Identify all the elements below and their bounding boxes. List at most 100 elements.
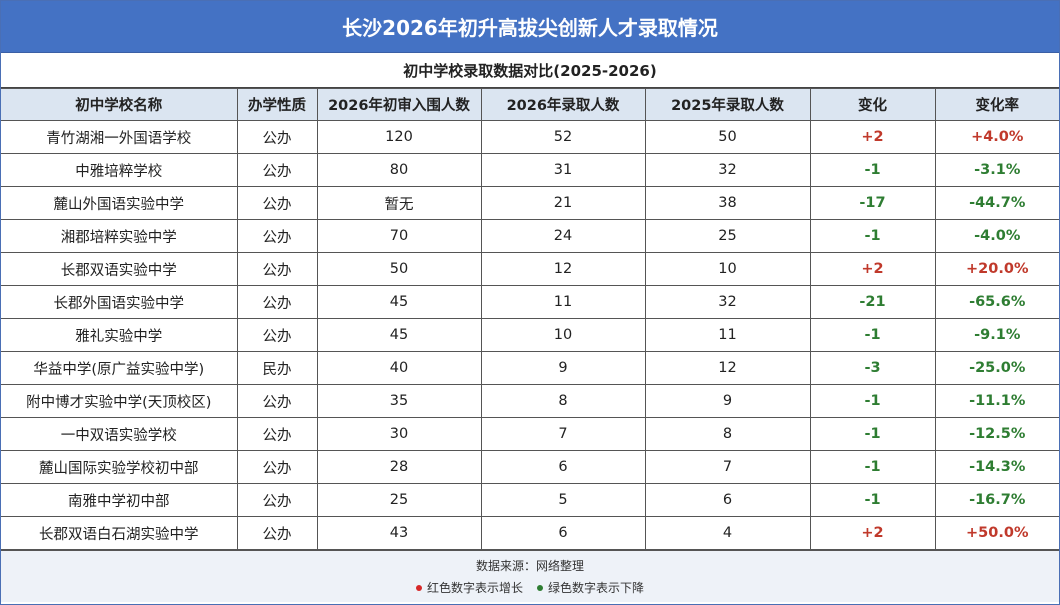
cell-admitted-2026: 5 — [480, 483, 646, 517]
cell-change: -17 — [809, 186, 936, 220]
cell-change-rate: -65.6% — [934, 285, 1059, 319]
cell-admitted-2025: 38 — [644, 186, 811, 220]
cell-change: -21 — [809, 285, 936, 319]
cell-admitted-2026: 11 — [480, 285, 646, 319]
cell-school-name: 南雅中学初中部 — [1, 483, 238, 517]
cell-change-rate: -25.0% — [934, 351, 1059, 385]
table-row: 长郡外国语实验中学 公办 45 11 32 -21 -65.6% — [1, 285, 1059, 319]
cell-change-rate: +4.0% — [934, 120, 1059, 154]
table-subtitle: 初中学校录取数据对比(2025-2026) — [1, 53, 1059, 88]
cell-school-name: 雅礼实验中学 — [1, 318, 238, 352]
cell-school-name: 长郡双语实验中学 — [1, 252, 238, 286]
cell-shortlisted-2026: 40 — [316, 351, 482, 385]
cell-admitted-2026: 24 — [480, 219, 646, 253]
cell-change-rate: -16.7% — [934, 483, 1059, 517]
cell-change: -1 — [809, 450, 936, 484]
cell-change-rate: -44.7% — [934, 186, 1059, 220]
cell-admitted-2026: 52 — [480, 120, 646, 154]
table-row: 麓山国际实验学校初中部 公办 28 6 7 -1 -14.3% — [1, 450, 1059, 484]
cell-shortlisted-2026: 35 — [316, 384, 482, 418]
cell-school-name: 附中博才实验中学(天顶校区) — [1, 384, 238, 418]
cell-shortlisted-2026: 80 — [316, 153, 482, 187]
table-row: 青竹湖湘一外国语学校 公办 120 52 50 +2 +4.0% — [1, 120, 1059, 154]
red-dot-icon — [415, 584, 422, 591]
cell-change-rate: -11.1% — [934, 384, 1059, 418]
cell-shortlisted-2026: 45 — [316, 285, 482, 319]
header-admitted-2026: 2026年录取人数 — [480, 88, 646, 121]
cell-school-name: 华益中学(原广益实验中学) — [1, 351, 238, 385]
cell-shortlisted-2026: 45 — [316, 318, 482, 352]
cell-shortlisted-2026: 120 — [316, 120, 482, 154]
cell-school-type: 公办 — [236, 483, 318, 517]
cell-admitted-2025: 4 — [644, 516, 811, 550]
cell-admitted-2025: 50 — [644, 120, 811, 154]
cell-shortlisted-2026: 50 — [316, 252, 482, 286]
table-row: 长郡双语实验中学 公办 50 12 10 +2 +20.0% — [1, 252, 1059, 286]
cell-school-type: 公办 — [236, 516, 318, 550]
cell-admitted-2026: 7 — [480, 417, 646, 451]
header-admitted-2025: 2025年录取人数 — [644, 88, 811, 121]
header-shortlisted-2026: 2026年初审入围人数 — [316, 88, 482, 121]
color-legend: 红色数字表示增长 绿色数字表示下降 — [415, 579, 645, 596]
table-row: 中雅培粹学校 公办 80 31 32 -1 -3.1% — [1, 153, 1059, 187]
green-dot-icon — [537, 584, 543, 591]
cell-admitted-2025: 32 — [644, 285, 811, 319]
cell-change: -1 — [809, 384, 936, 418]
cell-admitted-2025: 12 — [644, 351, 811, 385]
cell-admitted-2025: 8 — [644, 417, 811, 451]
cell-change-rate: +20.0% — [934, 252, 1059, 286]
cell-shortlisted-2026: 70 — [316, 219, 482, 253]
cell-admitted-2025: 25 — [644, 219, 811, 253]
cell-change: -1 — [809, 153, 936, 187]
table-row: 一中双语实验学校 公办 30 7 8 -1 -12.5% — [1, 417, 1059, 451]
cell-change: -3 — [809, 351, 936, 385]
cell-admitted-2026: 9 — [480, 351, 646, 385]
legend-down-label: 绿色数字表示下降 — [548, 581, 645, 595]
cell-school-type: 公办 — [236, 153, 318, 187]
cell-admitted-2026: 6 — [480, 516, 646, 550]
cell-admitted-2026: 8 — [480, 384, 646, 418]
table-row: 麓山外国语实验中学 公办 暂无 21 38 -17 -44.7% — [1, 186, 1059, 220]
header-school-name: 初中学校名称 — [1, 88, 238, 121]
cell-school-type: 公办 — [236, 252, 318, 286]
table-row: 华益中学(原广益实验中学) 民办 40 9 12 -3 -25.0% — [1, 351, 1059, 385]
cell-change: +2 — [809, 252, 936, 286]
cell-school-type: 公办 — [236, 120, 318, 154]
cell-school-type: 公办 — [236, 186, 318, 220]
cell-shortlisted-2026: 43 — [316, 516, 482, 550]
cell-school-type: 民办 — [236, 351, 318, 385]
cell-admitted-2026: 12 — [480, 252, 646, 286]
cell-change-rate: -3.1% — [934, 153, 1059, 187]
cell-school-name: 湘郡培粹实验中学 — [1, 219, 238, 253]
cell-change: -1 — [809, 219, 936, 253]
cell-admitted-2025: 9 — [644, 384, 811, 418]
cell-school-type: 公办 — [236, 384, 318, 418]
cell-admitted-2026: 6 — [480, 450, 646, 484]
table-row: 长郡双语白石湖实验中学 公办 43 6 4 +2 +50.0% — [1, 516, 1059, 550]
cell-school-type: 公办 — [236, 285, 318, 319]
header-change: 变化 — [809, 88, 936, 121]
cell-school-type: 公办 — [236, 318, 318, 352]
cell-school-name: 长郡外国语实验中学 — [1, 285, 238, 319]
cell-shortlisted-2026: 25 — [316, 483, 482, 517]
table-footer: 数据来源：网络整理 红色数字表示增长 绿色数字表示下降 — [1, 550, 1059, 602]
cell-change: +2 — [809, 516, 936, 550]
cell-change: +2 — [809, 120, 936, 154]
cell-school-name: 青竹湖湘一外国语学校 — [1, 120, 238, 154]
cell-school-name: 长郡双语白石湖实验中学 — [1, 516, 238, 550]
cell-change-rate: -9.1% — [934, 318, 1059, 352]
cell-admitted-2026: 21 — [480, 186, 646, 220]
cell-school-type: 公办 — [236, 450, 318, 484]
cell-change: -1 — [809, 483, 936, 517]
cell-admitted-2025: 6 — [644, 483, 811, 517]
header-school-type: 办学性质 — [236, 88, 318, 121]
cell-admitted-2025: 32 — [644, 153, 811, 187]
cell-shortlisted-2026: 30 — [316, 417, 482, 451]
data-source-note: 数据来源：网络整理 — [475, 559, 584, 573]
cell-admitted-2025: 7 — [644, 450, 811, 484]
cell-admitted-2026: 10 — [480, 318, 646, 352]
header-change-rate: 变化率 — [934, 88, 1059, 121]
cell-change-rate: -12.5% — [934, 417, 1059, 451]
cell-change: -1 — [809, 417, 936, 451]
